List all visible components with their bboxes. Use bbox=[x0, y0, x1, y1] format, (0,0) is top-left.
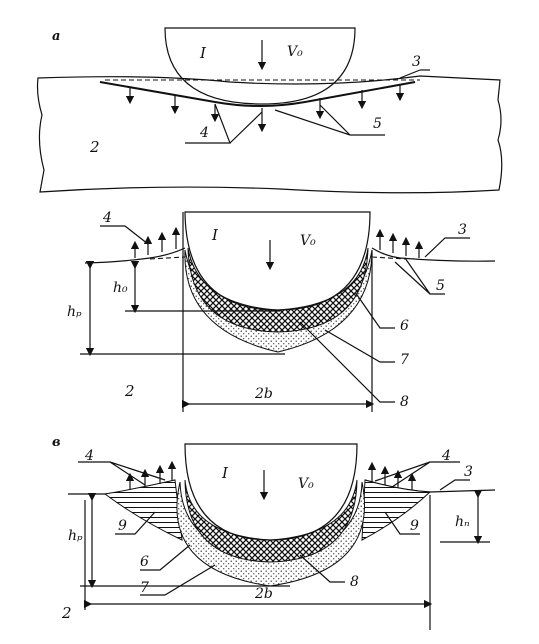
panel-b-leader-5 bbox=[394, 257, 445, 295]
panel-c-hp-label: hₚ bbox=[68, 528, 83, 544]
panel-b-label-8: 8 bbox=[400, 394, 409, 410]
panel-c-width-label: 2b bbox=[254, 586, 273, 602]
panel-a-letter: a bbox=[52, 29, 60, 44]
panel-c-letter: в bbox=[52, 435, 61, 450]
panel-b-leader-6 bbox=[354, 291, 395, 329]
panel-b-surface-left bbox=[84, 247, 186, 264]
panel-c-leader-4-right bbox=[374, 461, 460, 488]
panel-b-h0-label: h₀ bbox=[113, 280, 128, 296]
panel-b-leader-3 bbox=[424, 237, 470, 258]
panel-c-zone-9-left bbox=[103, 479, 183, 541]
panel-b-original-surface bbox=[149, 256, 406, 260]
panel-a-body-block bbox=[36, 75, 503, 194]
panel-a: a I V₀ 2 3 4 5 bbox=[36, 27, 503, 194]
panel-c-label-6: 6 bbox=[140, 554, 149, 570]
panel-a-stress-arrows bbox=[125, 84, 405, 133]
panel-b-leader-7 bbox=[324, 329, 395, 363]
panel-b-width-label: 2b bbox=[254, 386, 273, 402]
panel-b-dimensions bbox=[80, 212, 375, 412]
panel-b-indenter-label: I bbox=[211, 226, 219, 244]
panel-b-label-4: 4 bbox=[102, 210, 112, 226]
panel-a-label-3: 3 bbox=[412, 54, 421, 70]
panel-a-leader-5 bbox=[274, 104, 385, 136]
panel-c: в bbox=[52, 435, 496, 630]
panel-a-leader-4 bbox=[185, 103, 263, 144]
panel-c-leader-9-left bbox=[115, 511, 156, 535]
panel-c-label-8: 8 bbox=[350, 574, 359, 590]
panel-a-label-4: 4 bbox=[199, 125, 209, 141]
panel-b-body-label: 2 bbox=[124, 382, 135, 400]
panel-b-velocity-label: V₀ bbox=[300, 233, 316, 249]
panel-a-indenter-label: I bbox=[199, 44, 207, 62]
panel-c-label-7: 7 bbox=[140, 580, 149, 596]
panel-c-label-3: 3 bbox=[464, 464, 473, 480]
panel-c-leader-7 bbox=[140, 564, 216, 596]
panel-b-surface-right bbox=[371, 247, 496, 262]
panel-c-leader-4-left bbox=[78, 461, 166, 486]
panel-b-label-6: 6 bbox=[400, 318, 409, 334]
panel-b-label-5: 5 bbox=[436, 278, 445, 294]
panel-c-hn-label: hₙ bbox=[455, 514, 470, 530]
panel-c-leader-3 bbox=[439, 479, 470, 491]
panel-c-label-9-left: 9 bbox=[118, 518, 127, 534]
panel-a-label-5: 5 bbox=[373, 116, 382, 132]
panel-c-label-9-right: 9 bbox=[410, 518, 419, 534]
panel-a-leader-3 bbox=[399, 69, 421, 79]
panel-a-deformed-surface bbox=[99, 81, 416, 107]
panel-b-label-3: 3 bbox=[458, 222, 467, 238]
panel-c-leader-9-right bbox=[384, 511, 420, 535]
panel-a-indenter bbox=[164, 27, 356, 105]
panel-b: I V₀ 2 3 4 5 6 7 8 h₀ hₚ 2b bbox=[67, 210, 496, 412]
panel-b-label-7: 7 bbox=[400, 352, 409, 368]
panel-b-hp-label: hₚ bbox=[67, 304, 82, 320]
panel-c-leader-8 bbox=[299, 554, 345, 583]
panel-b-leader-4 bbox=[100, 225, 149, 245]
panel-c-indenter bbox=[184, 443, 358, 541]
panel-b-indenter bbox=[184, 211, 371, 311]
panel-c-label-4-right: 4 bbox=[441, 448, 451, 464]
panel-c-velocity-label: V₀ bbox=[298, 476, 314, 492]
panel-c-dimensions bbox=[80, 489, 490, 630]
panel-b-leader-8 bbox=[299, 321, 395, 403]
panel-c-body-label: 2 bbox=[61, 604, 72, 622]
panel-c-leader-6 bbox=[140, 544, 191, 571]
panel-c-indenter-label: I bbox=[221, 464, 229, 482]
panel-a-body-label: 2 bbox=[89, 138, 100, 156]
panel-c-label-4-left: 4 bbox=[84, 448, 94, 464]
panel-c-zone-9-right bbox=[361, 479, 432, 541]
panel-a-velocity-label: V₀ bbox=[287, 44, 303, 60]
panel-b-surface-arrows bbox=[130, 226, 424, 258]
